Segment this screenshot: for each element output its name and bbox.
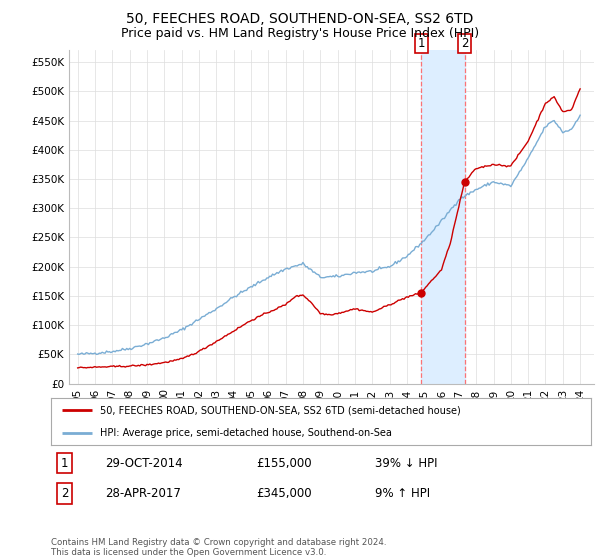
Text: Contains HM Land Registry data © Crown copyright and database right 2024.
This d: Contains HM Land Registry data © Crown c… (51, 538, 386, 557)
Text: £155,000: £155,000 (256, 457, 312, 470)
Text: HPI: Average price, semi-detached house, Southend-on-Sea: HPI: Average price, semi-detached house,… (100, 428, 391, 438)
Text: 50, FEECHES ROAD, SOUTHEND-ON-SEA, SS2 6TD: 50, FEECHES ROAD, SOUTHEND-ON-SEA, SS2 6… (127, 12, 473, 26)
Text: 29-OCT-2014: 29-OCT-2014 (105, 457, 182, 470)
Text: 1: 1 (61, 457, 68, 470)
Text: 39% ↓ HPI: 39% ↓ HPI (375, 457, 437, 470)
Text: 2: 2 (61, 487, 68, 500)
Bar (421, 50, 464, 384)
Text: 9% ↑ HPI: 9% ↑ HPI (375, 487, 430, 500)
Text: 28-APR-2017: 28-APR-2017 (105, 487, 181, 500)
Text: Price paid vs. HM Land Registry's House Price Index (HPI): Price paid vs. HM Land Registry's House … (121, 27, 479, 40)
Text: £345,000: £345,000 (256, 487, 312, 500)
Text: 1: 1 (418, 38, 425, 50)
Text: 50, FEECHES ROAD, SOUTHEND-ON-SEA, SS2 6TD (semi-detached house): 50, FEECHES ROAD, SOUTHEND-ON-SEA, SS2 6… (100, 405, 460, 416)
Text: 2: 2 (461, 38, 469, 50)
